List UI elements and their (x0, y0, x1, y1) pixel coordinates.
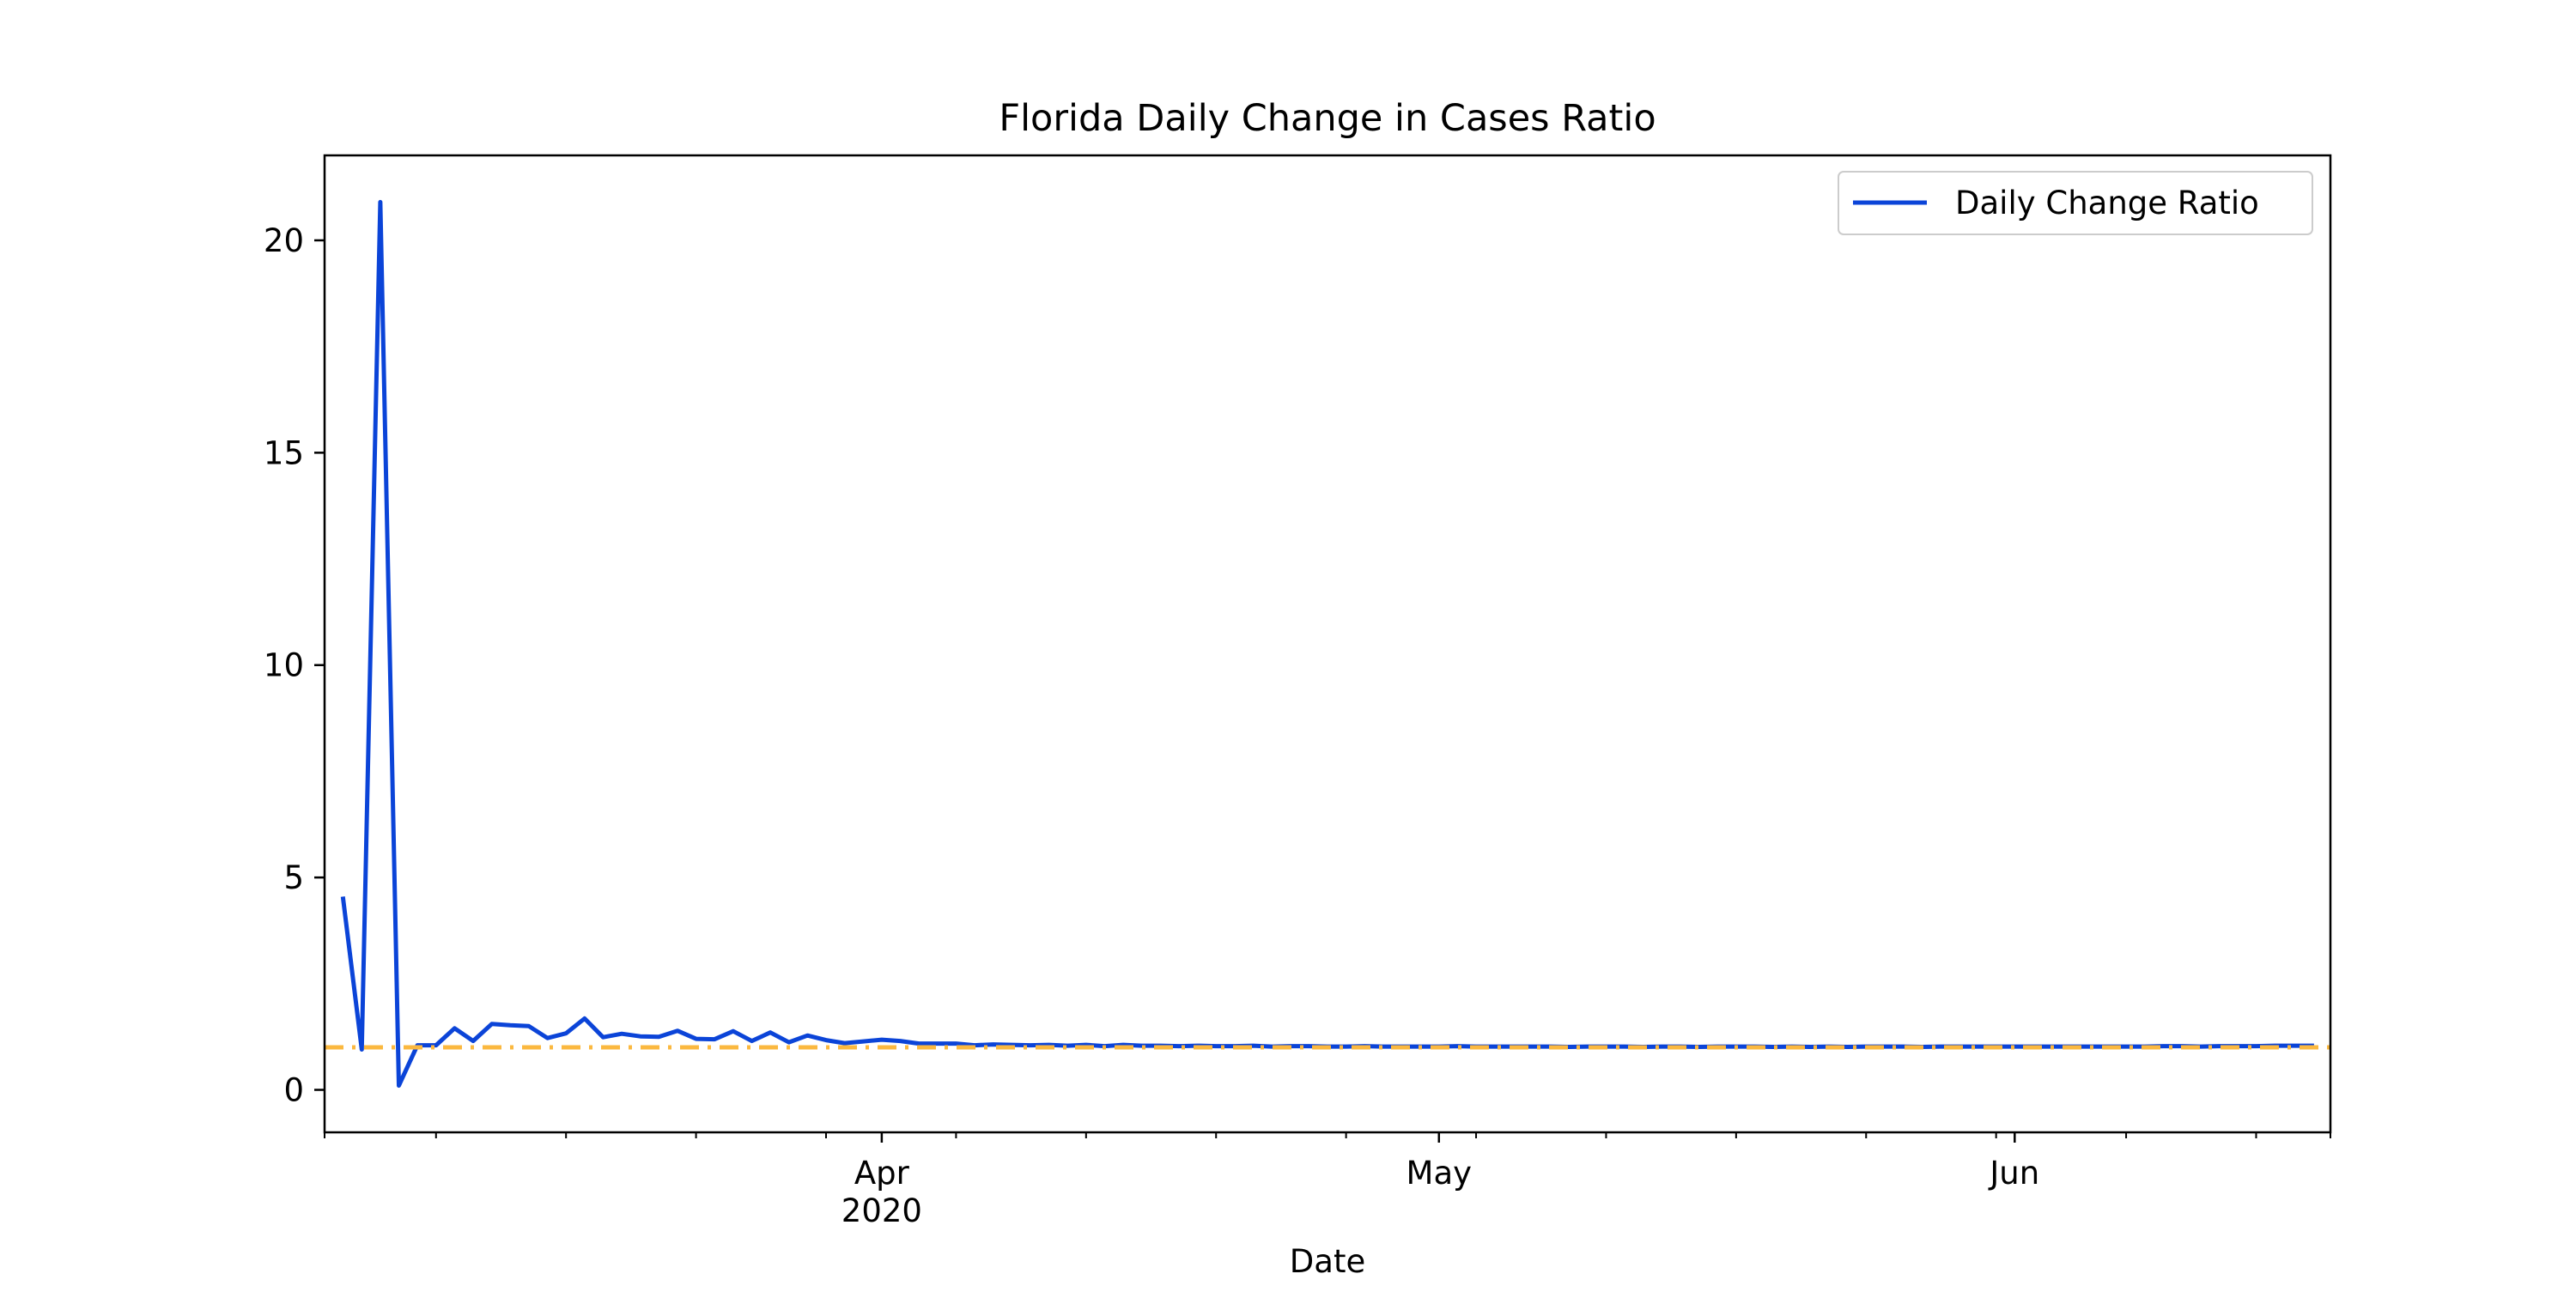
x-tick-label: Apr (854, 1155, 910, 1192)
y-tick-label: 10 (264, 647, 304, 684)
series-line-daily-change-ratio (340, 199, 2314, 1089)
y-tick-label: 5 (283, 859, 304, 896)
legend-label: Daily Change Ratio (1955, 185, 2259, 221)
y-tick-label: 15 (264, 434, 304, 471)
y-tick-label: 0 (283, 1072, 304, 1109)
x-tick-label: May (1406, 1155, 1473, 1192)
x-axis-label: Date (1290, 1243, 1365, 1280)
y-tick-label: 20 (264, 222, 304, 259)
plot-area (325, 199, 2330, 1089)
legend-box (1838, 171, 2313, 235)
chart-title: Florida Daily Change in Cases Ratio (999, 97, 1656, 140)
plot-frame (323, 154, 2332, 1134)
x-tick-label: Jun (1988, 1155, 2039, 1192)
x-tick-sublabel: 2020 (841, 1192, 922, 1229)
legend: Daily Change Ratio (1838, 171, 2313, 235)
